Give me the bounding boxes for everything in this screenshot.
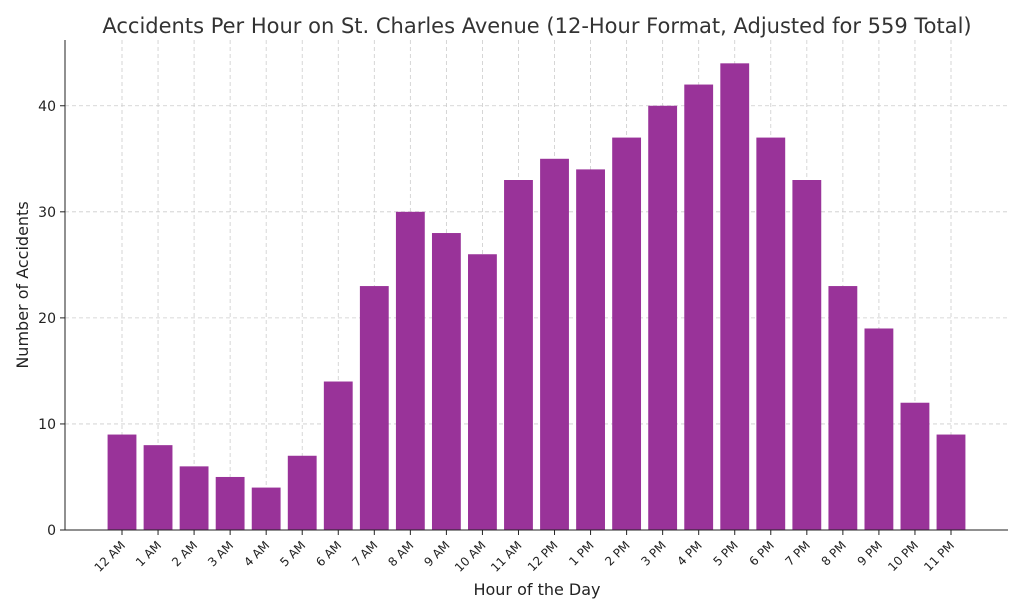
x-tick-label: 12 AM — [92, 538, 129, 575]
bar-12-am — [107, 434, 137, 530]
x-tick-label: 12 PM — [525, 538, 561, 574]
y-ticks: 0 10 20 30 40 — [38, 99, 65, 539]
x-tick-label: 8 AM — [385, 538, 416, 569]
bar-8-pm — [828, 286, 858, 530]
y-tick-label: 20 — [38, 311, 56, 327]
bar-7-pm — [792, 180, 822, 530]
x-tick-label: 6 AM — [313, 538, 344, 569]
x-axis-label: Hour of the Day — [473, 580, 600, 599]
x-tick-label: 2 PM — [602, 538, 632, 568]
bar-1-am — [143, 445, 173, 530]
x-tick-label: 6 PM — [746, 538, 776, 568]
bar-6-pm — [756, 137, 786, 531]
bar-6-am — [323, 381, 353, 530]
bar-3-am — [215, 476, 245, 530]
bar-3-pm — [648, 105, 678, 531]
x-tick-label: 7 AM — [349, 538, 380, 569]
bar-4-pm — [684, 84, 714, 530]
bar-8-am — [395, 211, 425, 530]
x-tick-label: 10 AM — [452, 538, 489, 575]
y-tick-label: 30 — [38, 205, 56, 221]
bar-2-pm — [612, 137, 642, 531]
bar-9-am — [431, 233, 461, 530]
axes — [64, 40, 1008, 531]
x-tick-label: 4 PM — [674, 538, 704, 568]
x-tick-label: 11 PM — [921, 538, 957, 574]
bar-5-am — [287, 455, 317, 530]
bar-9-pm — [864, 328, 894, 530]
x-tick-label: 11 AM — [488, 538, 525, 575]
bar-12-pm — [540, 158, 569, 530]
bar-1-pm — [576, 169, 605, 531]
x-tick-label: 7 PM — [783, 538, 813, 568]
x-ticks: 12 AM 1 AM 2 AM 3 AM 4 AM 5 AM 6 AM 7 AM 8 AM 9 A… — [92, 530, 957, 575]
bar-7-am — [359, 286, 389, 530]
bar-4-am — [251, 487, 281, 530]
bars — [107, 63, 966, 531]
x-tick-label: 9 PM — [855, 538, 885, 568]
chart-title: Accidents Per Hour on St. Charles Avenue… — [102, 14, 971, 38]
x-tick-label: 5 AM — [277, 538, 308, 569]
bar-2-am — [179, 466, 209, 530]
y-tick-label: 10 — [38, 417, 56, 433]
x-tick-label: 3 AM — [205, 538, 236, 569]
y-tick-label: 40 — [38, 99, 56, 115]
bar-10-am — [468, 254, 497, 530]
bar-11-pm — [936, 434, 966, 530]
x-tick-label: 1 PM — [566, 538, 596, 568]
x-tick-label: 4 AM — [241, 538, 272, 569]
y-axis-label: Number of Accidents — [13, 201, 32, 368]
x-tick-label: 10 PM — [885, 538, 921, 574]
x-tick-label: 2 AM — [169, 538, 200, 569]
bar-11-am — [504, 180, 533, 530]
bar-5-pm — [720, 63, 750, 530]
y-tick-label: 0 — [47, 523, 56, 539]
x-tick-label: 5 PM — [710, 538, 740, 568]
x-tick-label: 1 AM — [133, 538, 164, 569]
bar-10-pm — [900, 402, 930, 530]
x-tick-label: 9 AM — [421, 538, 452, 569]
x-tick-label: 3 PM — [638, 538, 668, 568]
x-tick-label: 8 PM — [819, 538, 849, 568]
